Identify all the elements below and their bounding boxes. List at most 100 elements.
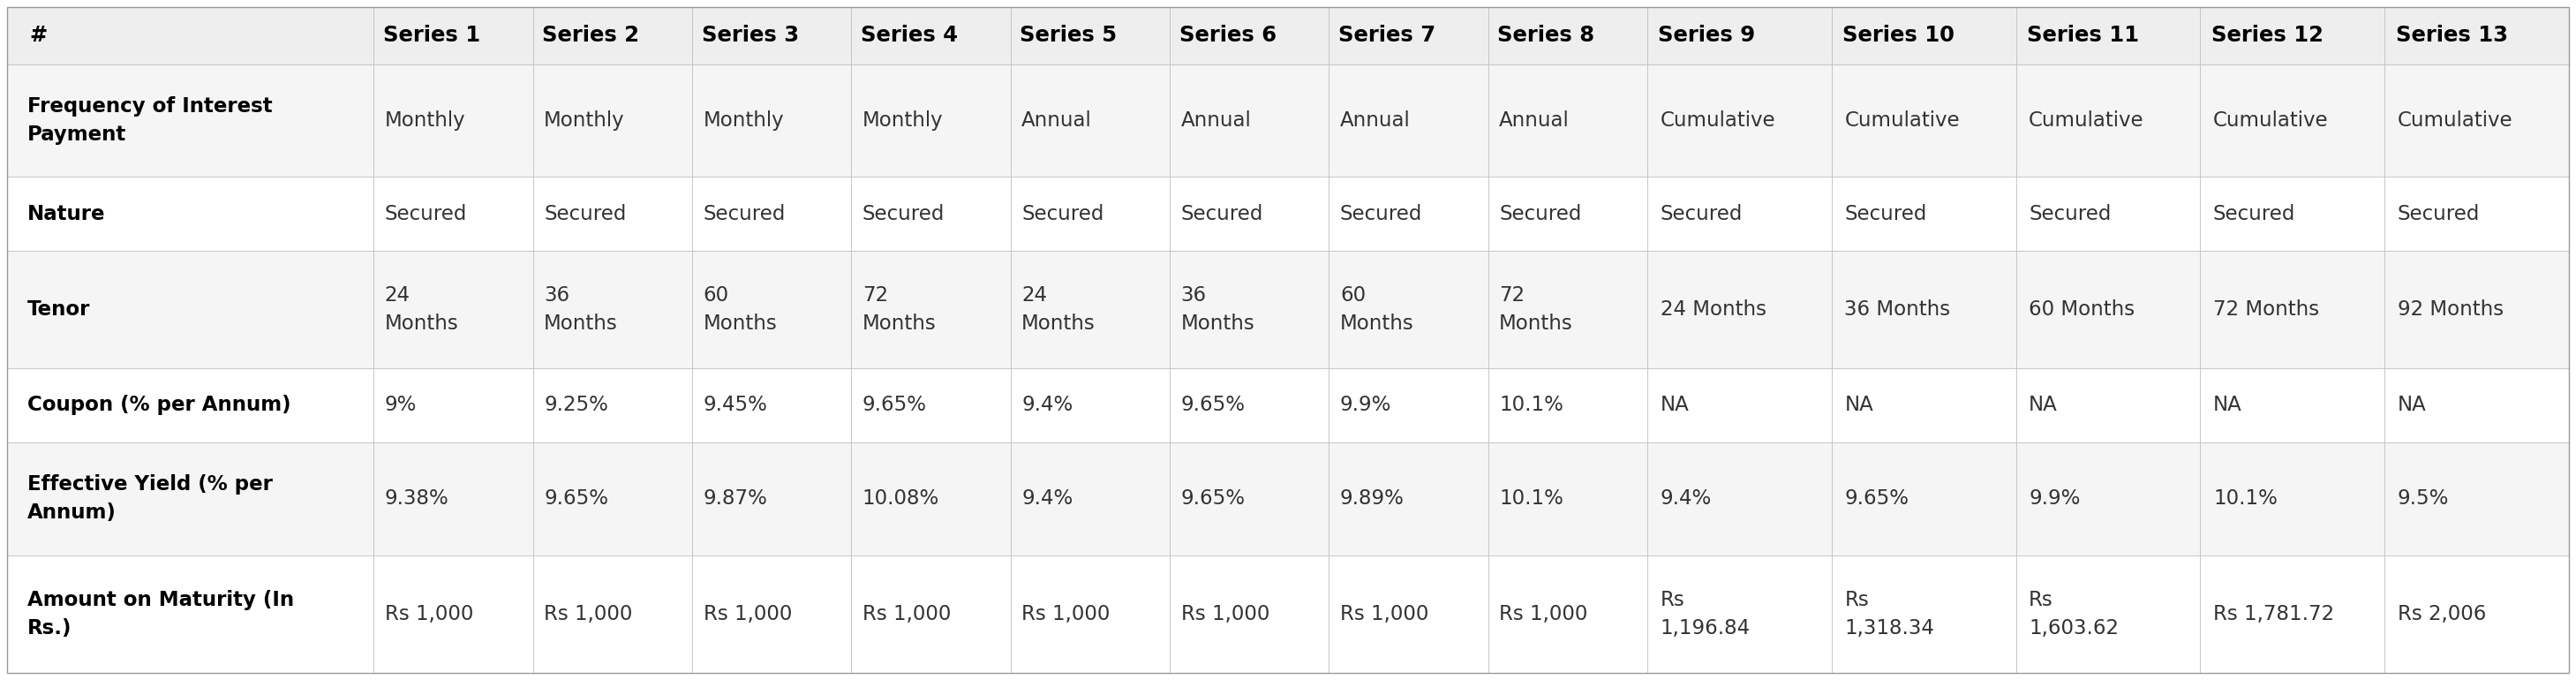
- Bar: [1646, 7, 1832, 64]
- Bar: [1170, 177, 1329, 251]
- Bar: [533, 64, 693, 177]
- Text: Secured: Secured: [703, 203, 786, 224]
- Bar: [2200, 64, 2385, 177]
- Bar: [374, 555, 533, 673]
- Bar: [2385, 177, 2568, 251]
- Bar: [1010, 369, 1170, 442]
- Text: Cumulative: Cumulative: [1844, 110, 1960, 131]
- Text: Series 5: Series 5: [1020, 25, 1118, 46]
- Text: 9.45%: 9.45%: [703, 395, 768, 415]
- Bar: [850, 369, 1010, 442]
- Bar: [1646, 64, 1832, 177]
- Bar: [1010, 177, 1170, 251]
- Bar: [1646, 442, 1832, 555]
- Bar: [1329, 555, 1489, 673]
- Text: Rs
1,318.34: Rs 1,318.34: [1844, 590, 1935, 639]
- Bar: [1489, 251, 1646, 369]
- Bar: [1832, 64, 2017, 177]
- Text: Monthly: Monthly: [703, 110, 783, 131]
- Text: 92 Months: 92 Months: [2398, 299, 2504, 320]
- Text: Rs 1,781.72: Rs 1,781.72: [2213, 604, 2334, 624]
- Text: Series 10: Series 10: [1842, 25, 1955, 46]
- Bar: [2017, 369, 2200, 442]
- Bar: [374, 442, 533, 555]
- Bar: [1010, 7, 1170, 64]
- Text: NA: NA: [2398, 395, 2427, 415]
- Bar: [850, 177, 1010, 251]
- Text: 9.87%: 9.87%: [703, 488, 768, 509]
- Text: 9.5%: 9.5%: [2398, 488, 2450, 509]
- Text: Rs 1,000: Rs 1,000: [863, 604, 951, 624]
- Bar: [374, 177, 533, 251]
- Text: Amount on Maturity (In
Rs.): Amount on Maturity (In Rs.): [28, 590, 294, 639]
- Bar: [693, 369, 850, 442]
- Bar: [533, 177, 693, 251]
- Bar: [693, 555, 850, 673]
- Bar: [850, 442, 1010, 555]
- Bar: [374, 251, 533, 369]
- Bar: [533, 251, 693, 369]
- Bar: [2385, 7, 2568, 64]
- Bar: [1646, 369, 1832, 442]
- Bar: [693, 64, 850, 177]
- Bar: [850, 7, 1010, 64]
- Text: Annual: Annual: [1180, 110, 1252, 131]
- Text: Rs 1,000: Rs 1,000: [703, 604, 791, 624]
- Bar: [8, 251, 374, 369]
- Bar: [2200, 555, 2385, 673]
- Text: Tenor: Tenor: [28, 299, 90, 320]
- Bar: [2200, 177, 2385, 251]
- Bar: [533, 7, 693, 64]
- Bar: [2017, 7, 2200, 64]
- Text: Secured: Secured: [1499, 203, 1582, 224]
- Bar: [1010, 64, 1170, 177]
- Text: Rs
1,196.84: Rs 1,196.84: [1659, 590, 1749, 639]
- Bar: [1329, 7, 1489, 64]
- Bar: [2200, 369, 2385, 442]
- Bar: [2017, 251, 2200, 369]
- Bar: [533, 442, 693, 555]
- Bar: [1170, 251, 1329, 369]
- Text: NA: NA: [2213, 395, 2241, 415]
- Text: Monthly: Monthly: [863, 110, 943, 131]
- Text: Series 2: Series 2: [544, 25, 639, 46]
- Text: 10.1%: 10.1%: [1499, 395, 1564, 415]
- Text: Series 11: Series 11: [2027, 25, 2138, 46]
- Text: 72
Months: 72 Months: [863, 286, 935, 334]
- Text: 72
Months: 72 Months: [1499, 286, 1574, 334]
- Text: 36 Months: 36 Months: [1844, 299, 1950, 320]
- Text: Series 7: Series 7: [1340, 25, 1435, 46]
- Text: Secured: Secured: [544, 203, 626, 224]
- Text: 9.65%: 9.65%: [1180, 395, 1244, 415]
- Text: Rs 1,000: Rs 1,000: [1180, 604, 1270, 624]
- Text: Rs 1,000: Rs 1,000: [544, 604, 634, 624]
- Text: Secured: Secured: [2030, 203, 2112, 224]
- Text: 24 Months: 24 Months: [1659, 299, 1767, 320]
- Text: Annual: Annual: [1499, 110, 1569, 131]
- Bar: [374, 64, 533, 177]
- Text: Monthly: Monthly: [384, 110, 466, 131]
- Bar: [1329, 251, 1489, 369]
- Bar: [1489, 64, 1646, 177]
- Text: 36
Months: 36 Months: [544, 286, 618, 334]
- Text: 9.25%: 9.25%: [544, 395, 608, 415]
- Text: Series 13: Series 13: [2396, 25, 2509, 46]
- Text: Secured: Secured: [2398, 203, 2481, 224]
- Text: Rs 2,006: Rs 2,006: [2398, 604, 2486, 624]
- Text: 60
Months: 60 Months: [703, 286, 778, 334]
- Text: Series 12: Series 12: [2210, 25, 2324, 46]
- Bar: [1832, 555, 2017, 673]
- Text: Secured: Secured: [1023, 203, 1105, 224]
- Text: Frequency of Interest
Payment: Frequency of Interest Payment: [28, 96, 273, 145]
- Bar: [1489, 177, 1646, 251]
- Bar: [850, 251, 1010, 369]
- Text: Secured: Secured: [384, 203, 466, 224]
- Text: Rs
1,603.62: Rs 1,603.62: [2030, 590, 2120, 639]
- Text: 9.65%: 9.65%: [1844, 488, 1909, 509]
- Bar: [8, 442, 374, 555]
- Bar: [1170, 442, 1329, 555]
- Text: Secured: Secured: [1844, 203, 1927, 224]
- Text: Rs 1,000: Rs 1,000: [1340, 604, 1430, 624]
- Text: Series 9: Series 9: [1659, 25, 1754, 46]
- Text: Rs 1,000: Rs 1,000: [384, 604, 474, 624]
